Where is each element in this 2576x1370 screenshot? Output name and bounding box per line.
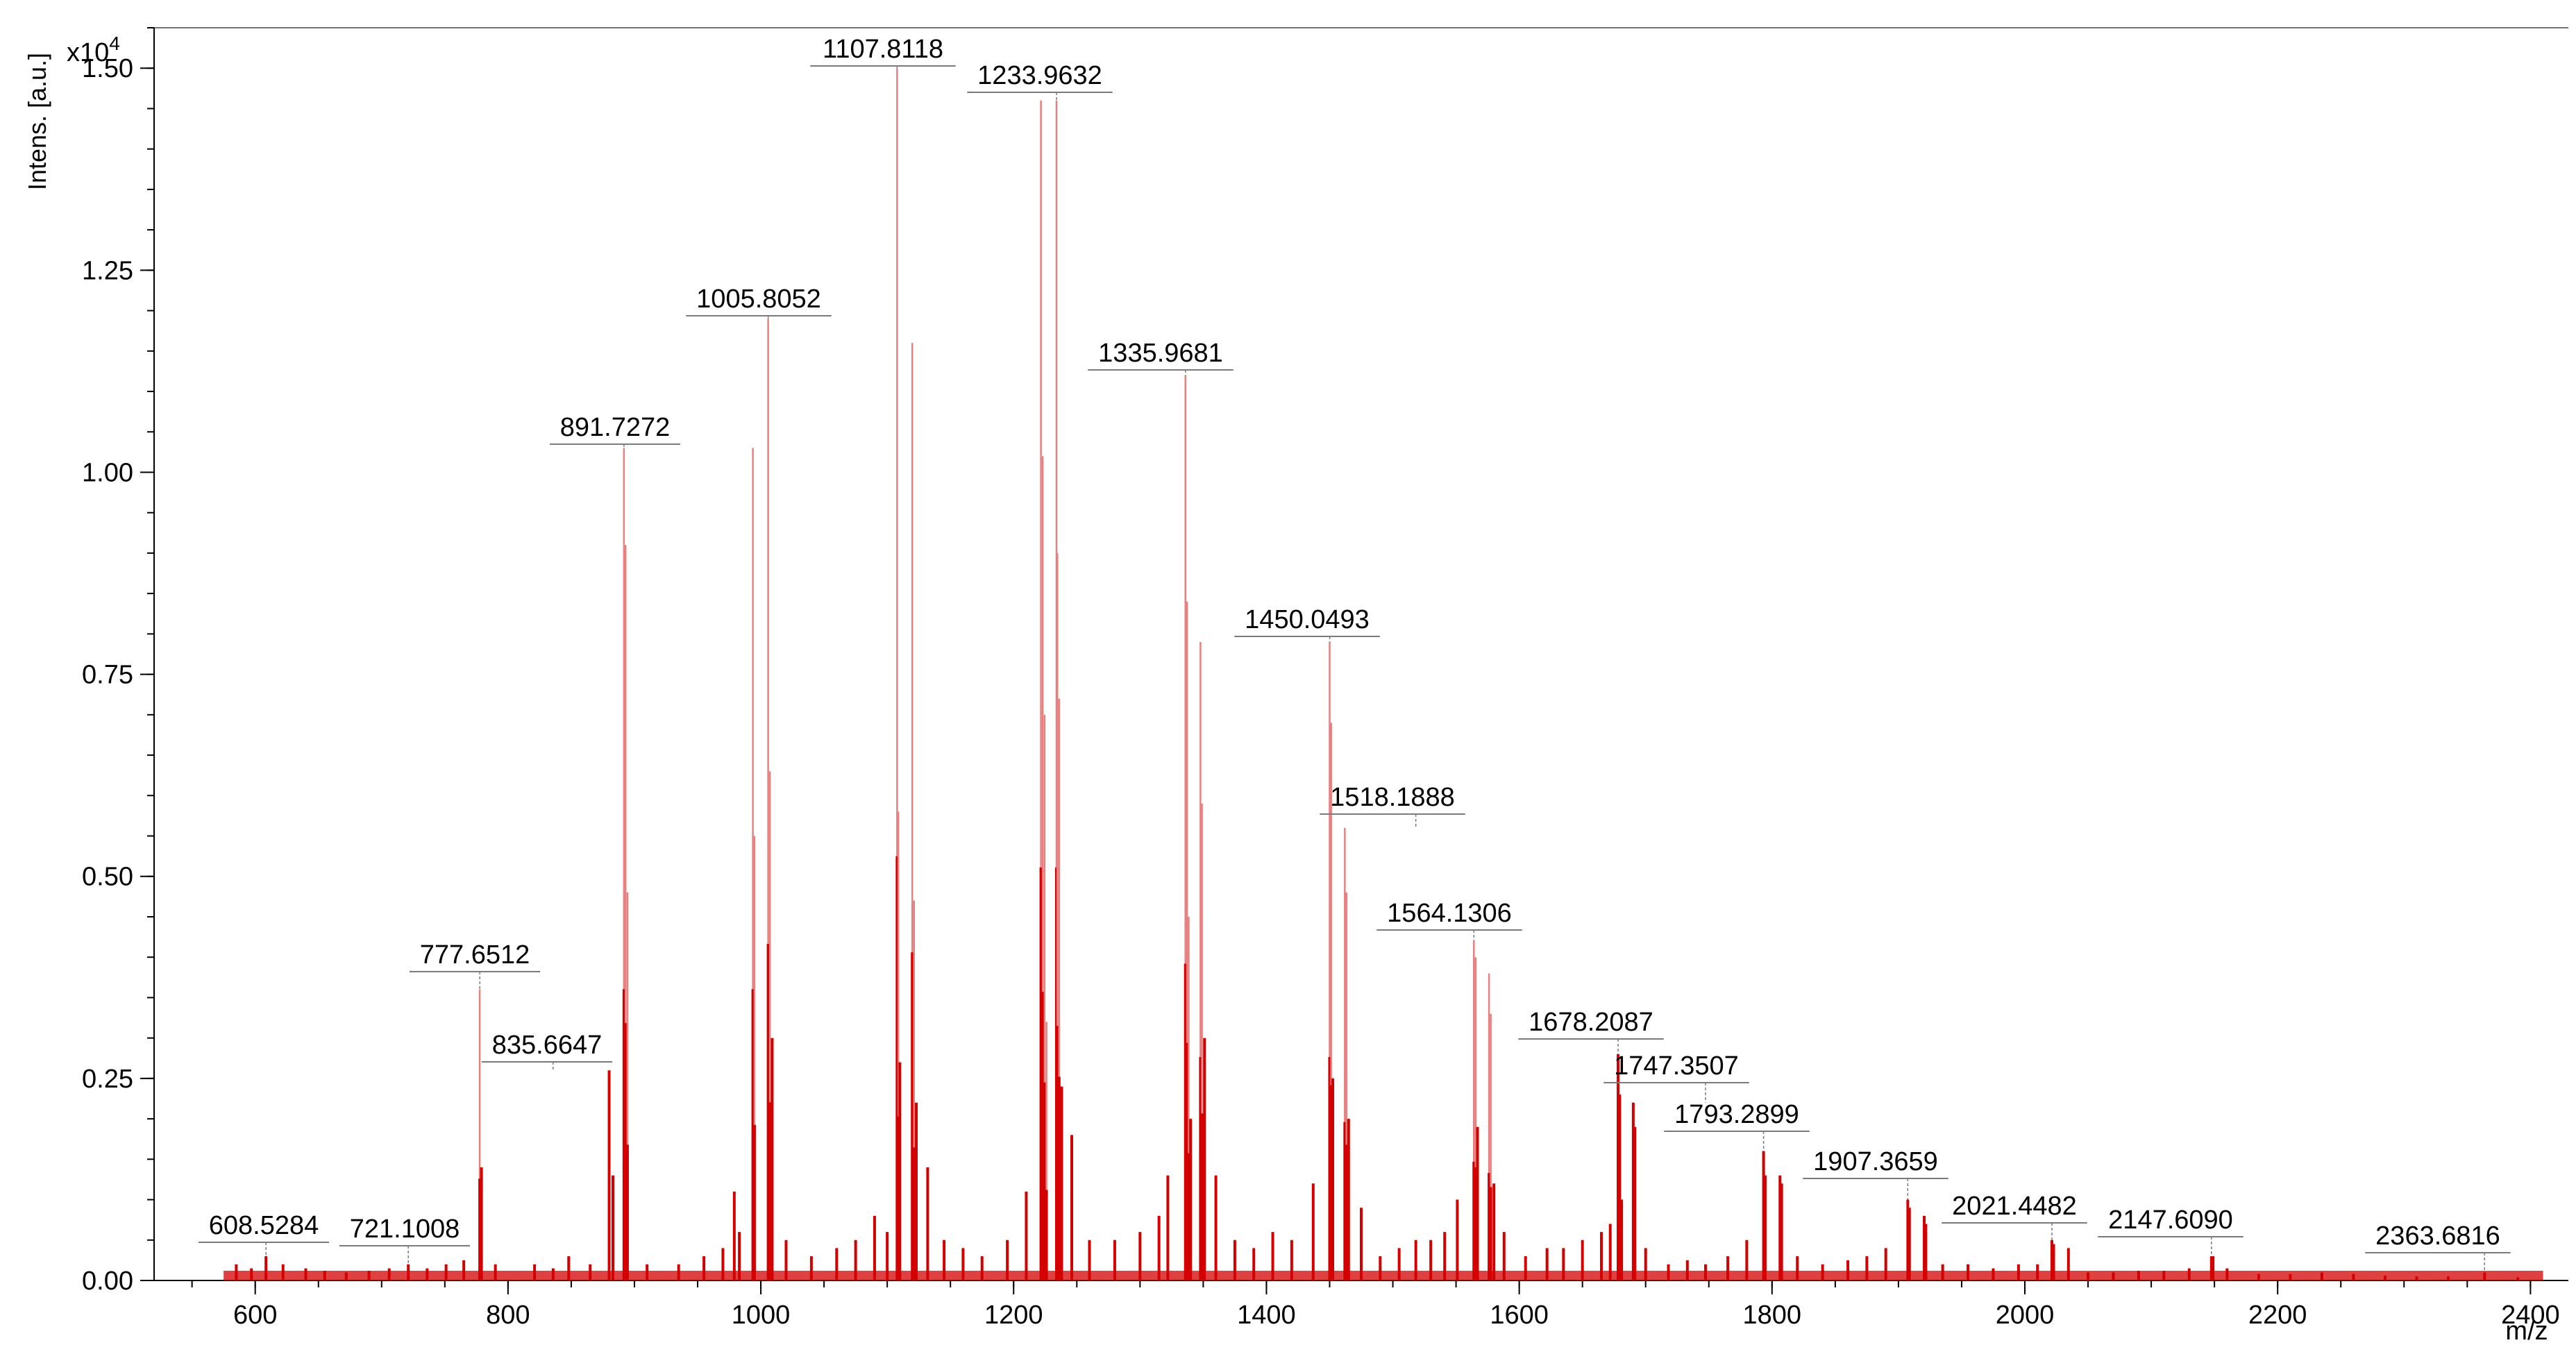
peak-label-text: 1747.3507 bbox=[1614, 1051, 1739, 1081]
peak-label-text: 1518.1888 bbox=[1330, 783, 1455, 812]
y-tick-label: 0.75 bbox=[82, 661, 133, 690]
axes-layer: 0.00 0.25 0.50 0.75 1.00 1.25 1.50 600 800 1000 12… bbox=[82, 27, 2568, 1330]
y-axis-label: Intens. [a.u.] bbox=[23, 53, 51, 190]
x-tick-label: 800 bbox=[486, 1301, 530, 1330]
peak-label-text: 835.6647 bbox=[492, 1031, 603, 1060]
peak-label: 1005.8052 bbox=[686, 285, 832, 319]
peak-label: 1107.8118 bbox=[810, 35, 956, 69]
peak-label-text: 2363.6816 bbox=[2375, 1221, 2500, 1251]
peak-label-text: 1107.8118 bbox=[823, 35, 943, 64]
x-axis-label: m/z bbox=[2505, 1317, 2548, 1346]
baseline-noise bbox=[224, 1271, 2543, 1280]
peak-label: 1518.1888 bbox=[1320, 783, 1465, 828]
peak-label-text: 1450.0493 bbox=[1245, 605, 1370, 634]
x-tick-label: 2000 bbox=[1996, 1301, 2055, 1330]
peak-label: 608.5284 bbox=[199, 1211, 329, 1257]
peak-label: 2363.6816 bbox=[2365, 1221, 2511, 1273]
peak-label: 1678.2087 bbox=[1518, 1008, 1664, 1054]
x-tick-label: 1200 bbox=[984, 1301, 1043, 1330]
y-tick-label: 1.50 bbox=[82, 54, 133, 83]
peak-label-text: 1335.9681 bbox=[1098, 339, 1223, 368]
peak-label: 891.7272 bbox=[550, 413, 680, 448]
spectrum-trace-layer bbox=[224, 68, 2543, 1280]
y-axis-multiplier-base: x10 bbox=[67, 38, 109, 67]
peak-label-text: 721.1008 bbox=[350, 1215, 460, 1244]
x-tick-label: 1800 bbox=[1743, 1301, 1802, 1330]
peak-label: 2147.6090 bbox=[2098, 1206, 2244, 1257]
peak-annotation-layer: 608.5284 721.1008 777.6512 835.6647 891.7272… bbox=[199, 35, 2511, 1273]
peak-label: 1564.1306 bbox=[1377, 899, 1522, 941]
y-axis-multiplier: x104 bbox=[67, 33, 120, 67]
x-tick-label: 600 bbox=[233, 1301, 277, 1330]
peak-label-text: 1005.8052 bbox=[696, 285, 821, 314]
peak-label: 1747.3507 bbox=[1603, 1051, 1749, 1103]
x-tick-label: 2200 bbox=[2248, 1301, 2307, 1330]
peak-label: 1450.0493 bbox=[1234, 605, 1380, 643]
peak-label: 2021.4482 bbox=[1942, 1192, 2087, 1240]
peak-label: 721.1008 bbox=[339, 1215, 470, 1265]
peak-label-text: 608.5284 bbox=[209, 1211, 319, 1240]
x-tick-label: 2400 bbox=[2501, 1301, 2560, 1330]
peak-label: 835.6647 bbox=[482, 1031, 612, 1071]
peak-label-text: 891.7272 bbox=[560, 413, 671, 442]
peak-label-text: 1907.3659 bbox=[1813, 1147, 1938, 1176]
y-tick-label: 0.25 bbox=[82, 1065, 133, 1094]
x-tick-label: 1600 bbox=[1490, 1301, 1549, 1330]
x-tick-label: 1000 bbox=[732, 1301, 791, 1330]
peak-label-text: 2021.4482 bbox=[1952, 1192, 2077, 1221]
peak-label-text: 1793.2899 bbox=[1674, 1100, 1799, 1129]
x-tick-label: 1400 bbox=[1237, 1301, 1296, 1330]
y-tick-label: 1.00 bbox=[82, 458, 133, 487]
peak-label-text: 1564.1306 bbox=[1387, 899, 1512, 928]
peak-label: 777.6512 bbox=[410, 940, 540, 990]
peak-label-text: 1233.9632 bbox=[977, 61, 1102, 90]
peak-label: 1233.9632 bbox=[967, 61, 1113, 101]
peak-label: 1793.2899 bbox=[1664, 1100, 1810, 1151]
peak-label: 1335.9681 bbox=[1088, 339, 1234, 375]
peak-label: 1907.3659 bbox=[1803, 1147, 1948, 1200]
y-tick-label: 1.25 bbox=[82, 256, 133, 285]
y-tick-label: 0.50 bbox=[82, 863, 133, 892]
y-axis-multiplier-exponent: 4 bbox=[109, 33, 120, 54]
peak-label-text: 2147.6090 bbox=[2108, 1206, 2233, 1235]
y-tick-label: 0.00 bbox=[82, 1267, 133, 1296]
peak-label-text: 777.6512 bbox=[420, 940, 530, 970]
peak-label-text: 1678.2087 bbox=[1529, 1008, 1653, 1037]
